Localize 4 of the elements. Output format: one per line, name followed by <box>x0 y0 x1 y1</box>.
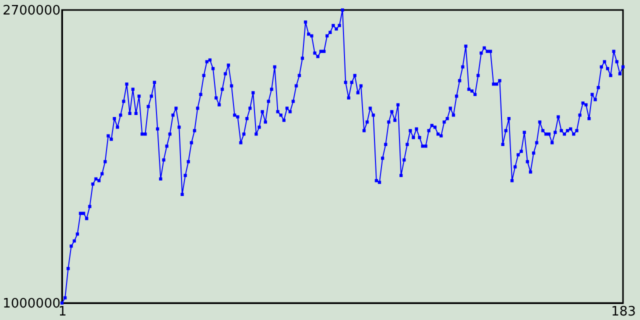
y-tick-label: 2700000 <box>2 4 60 18</box>
y-tick-label: 1000000 <box>2 296 60 312</box>
x-tick-label: 183 <box>611 304 636 320</box>
x-tick-label: 1 <box>58 304 67 320</box>
